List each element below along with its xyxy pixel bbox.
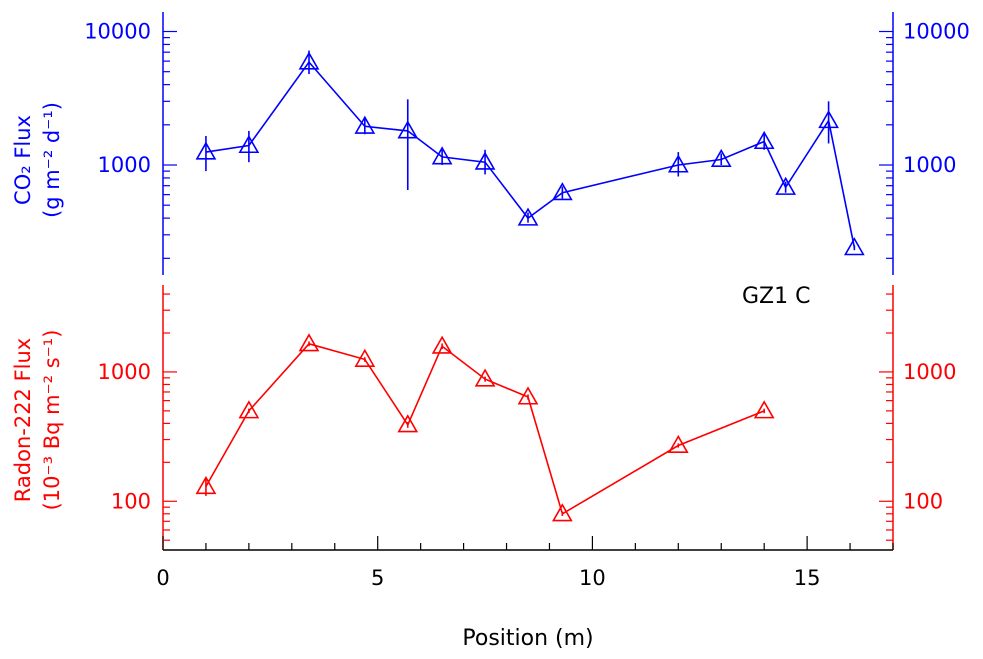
radon-data-point (517, 386, 539, 405)
axis-ticks: 0 5 10 15 1000 1000 10000 10000 100 100 1000 1000 (84, 20, 970, 590)
radon-left-tick-label: 100 (111, 489, 151, 513)
co2-data-point (551, 182, 573, 201)
x-axis-label: Position (m) (462, 626, 593, 651)
radon-data-point (195, 475, 217, 495)
radon-ylabel-line1: Radon-222 Flux (11, 338, 35, 502)
co2-left-tick-label: 10000 (84, 20, 151, 44)
x-tick-label: 15 (794, 566, 821, 590)
co2-data-point (710, 148, 732, 168)
co2-data-point (667, 154, 689, 173)
co2-data-point (753, 130, 775, 150)
co2-data-point (397, 120, 419, 139)
radon-data-point (238, 400, 260, 419)
co2-data-point (431, 146, 453, 165)
co2-series-line (205, 60, 856, 248)
radon-data-point (397, 414, 419, 433)
radon-right-tick-label: 100 (903, 489, 943, 513)
co2-ylabel-line1: CO₂ Flux (11, 115, 35, 205)
x-tick-label: 0 (156, 566, 169, 590)
radon-data-point (551, 503, 573, 522)
radon-data-point (298, 333, 320, 352)
co2-data-point (354, 115, 376, 134)
co2-data-point (517, 207, 539, 226)
radon-left-tick-label: 1000 (98, 360, 151, 384)
radon-data-point (431, 335, 453, 354)
co2-data-point (818, 110, 839, 129)
radon-data-point (753, 400, 775, 419)
co2-right-tick-label: 1000 (903, 153, 956, 177)
x-tick-label: 5 (371, 566, 384, 590)
co2-left-tick-label: 1000 (98, 153, 151, 177)
radon-data-point (474, 368, 496, 387)
radon-data-point (354, 348, 376, 367)
co2-right-tick-label: 10000 (903, 20, 970, 44)
co2-data-point (775, 176, 797, 195)
annotation-label: GZ1 C (742, 284, 810, 309)
x-tick-label: 10 (579, 566, 606, 590)
co2-data-point (843, 237, 865, 256)
co2-data-point (238, 134, 260, 154)
co2-data-point (298, 51, 320, 70)
radon-ylabel-line2: (10⁻³ Bq m⁻² s⁻¹) (40, 330, 64, 511)
co2-ylabel-line2: (g m⁻² d⁻¹) (40, 102, 64, 218)
co2-data-point (195, 141, 217, 160)
radon-data-point (667, 434, 689, 454)
radon-right-tick-label: 1000 (903, 360, 956, 384)
series-layer (195, 50, 865, 522)
axes-frames (162, 12, 894, 551)
co2-data-point (474, 151, 496, 170)
